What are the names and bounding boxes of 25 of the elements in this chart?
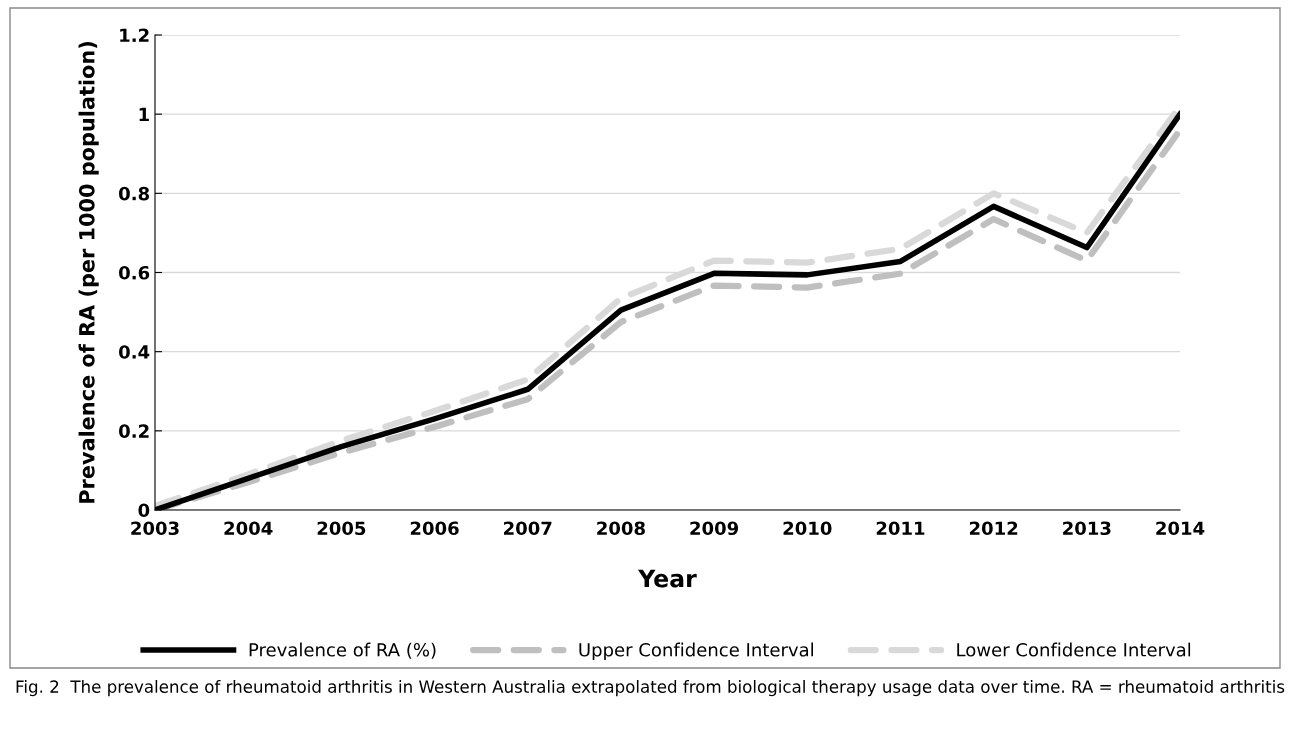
x-tick-label: 2007 xyxy=(504,521,552,536)
x-tick-label: 2008 xyxy=(597,521,645,536)
x-tick-label: 2011 xyxy=(876,521,925,536)
caption: Fig. 2 The prevalence of rheumatoid arthritis in Western Australia extrapolated from biological therapy usage data over time. RA = rheumatoid arthritis xyxy=(16,680,1285,697)
y-axis-title: Prevalence of RA (per 1000 population) xyxy=(78,42,99,503)
y-tick-label: 0.2 xyxy=(119,424,149,438)
x-tick-label: 2012 xyxy=(969,521,1018,536)
y-tick-label: 0.8 xyxy=(119,186,150,201)
y-tick-label: 1 xyxy=(139,107,149,122)
y-tick-label: 0.4 xyxy=(119,345,150,359)
legend-label: Upper Confidence Interval xyxy=(579,642,813,661)
x-tick-label: 2006 xyxy=(410,521,459,536)
x-tick-label: 2004 xyxy=(224,521,273,536)
legend-label: Lower Confidence Interval xyxy=(957,642,1191,657)
x-axis-title: Year xyxy=(638,569,697,588)
x-tick-label: 2014 xyxy=(1156,521,1205,536)
x-tick-label: 2005 xyxy=(317,521,366,536)
y-tick-label: 0 xyxy=(138,503,150,518)
x-tick-label: 2003 xyxy=(131,521,179,536)
x-tick-label: 2009 xyxy=(690,521,739,536)
x-tick-label: 2010 xyxy=(783,521,832,536)
y-tick-label: 1.2 xyxy=(120,28,149,42)
y-tick-label: 0.6 xyxy=(119,265,150,280)
legend-label: Prevalence of RA (%) xyxy=(249,642,436,659)
x-tick-label: 2013 xyxy=(1063,521,1111,536)
